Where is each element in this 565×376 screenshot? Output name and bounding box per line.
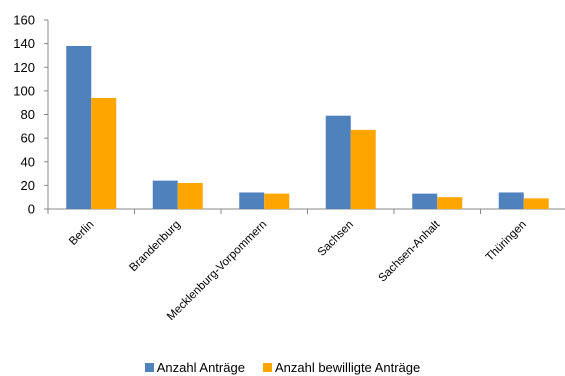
x-category-label: Thüringen — [484, 219, 529, 264]
legend-item-series-2: Anzahl bewilligte Anträge — [262, 360, 421, 375]
y-tick-label: 0 — [28, 202, 35, 217]
bar-series-1-th-ringen — [498, 192, 524, 209]
bar-series-2-berlin — [91, 97, 117, 209]
x-category-label: Mecklenburg-Vorpommern — [165, 219, 269, 323]
legend-label-series-2: Anzahl bewilligte Anträge — [274, 360, 421, 375]
y-tick-label: 60 — [21, 131, 35, 146]
bar-series-2-mecklenburg-vorpommern — [264, 193, 290, 209]
x-category-label: Berlin — [67, 219, 96, 248]
y-tick-label: 80 — [21, 107, 35, 122]
bar-series-1-mecklenburg-vorpommern — [239, 192, 265, 209]
bars — [66, 45, 549, 209]
y-tick-label: 40 — [21, 154, 35, 169]
bar-series-1-berlin — [66, 45, 92, 209]
legend-swatch-series-1 — [144, 363, 154, 372]
x-category-label: Brandenburg — [127, 219, 183, 275]
y-axis: 0 20 40 60 80 100 120 140 160 — [13, 13, 49, 217]
legend-label-series-1: Anzahl Anträge — [156, 360, 245, 375]
y-tick-label: 100 — [13, 83, 35, 98]
bar-series-1-sachsen — [325, 115, 351, 209]
bar-series-2-sachsen-anhalt — [437, 197, 463, 209]
bar-series-2-brandenburg — [177, 183, 203, 209]
y-tick-label: 20 — [21, 178, 35, 193]
x-category-label: Sachsen-Anhalt — [376, 218, 442, 284]
bar-series-2-th-ringen — [523, 198, 549, 209]
legend: Anzahl Anträge Anzahl bewilligte Anträge — [0, 360, 565, 375]
legend-item-series-1: Anzahl Anträge — [144, 360, 245, 375]
y-tick-label: 160 — [13, 13, 35, 28]
bar-series-1-sachsen-anhalt — [412, 193, 438, 209]
x-category-label: Sachsen — [316, 219, 356, 259]
bar-series-2-sachsen — [350, 129, 376, 209]
y-tick-label: 140 — [13, 36, 35, 51]
legend-swatch-series-2 — [262, 363, 272, 372]
y-tick-label: 120 — [13, 60, 35, 75]
bar-series-1-brandenburg — [152, 180, 178, 209]
